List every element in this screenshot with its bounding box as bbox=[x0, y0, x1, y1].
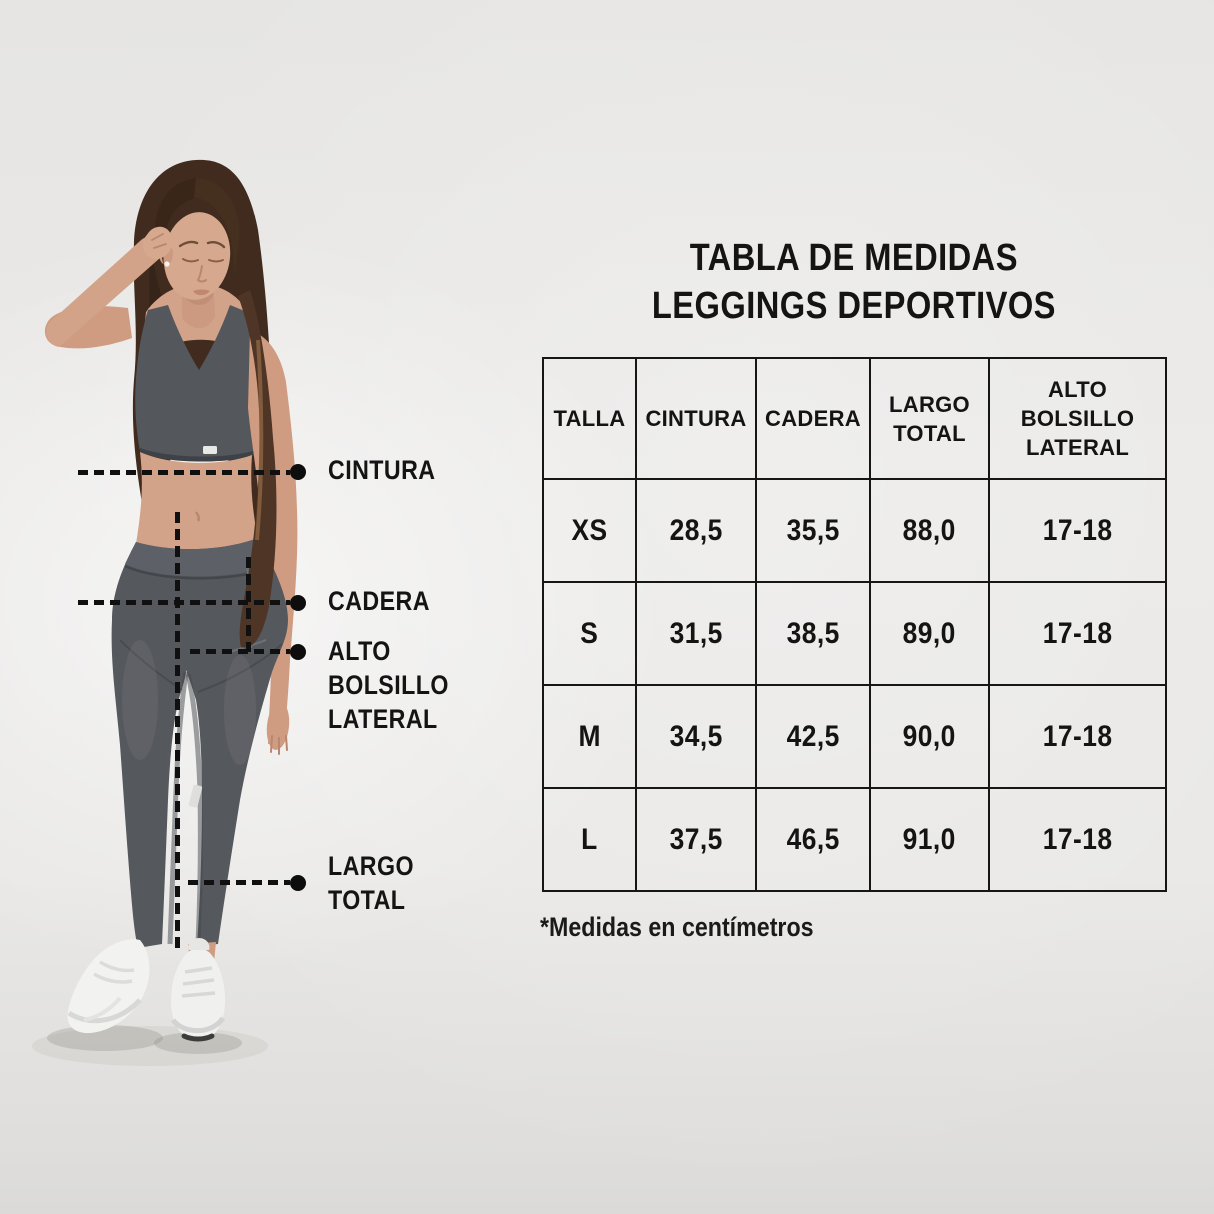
cintura-line bbox=[78, 470, 290, 475]
header-alto-bolsillo: ALTO BOLSILLO LATERAL bbox=[988, 357, 1167, 480]
alto-bolsillo-label: ALTO BOLSILLO LATERAL bbox=[328, 636, 449, 734]
hair-highlight bbox=[255, 339, 264, 541]
cadera-label: CADERA bbox=[328, 586, 430, 616]
cell-size: XS bbox=[542, 478, 637, 583]
cell-value: 37,5 bbox=[635, 787, 757, 892]
cintura-dot bbox=[290, 464, 306, 480]
leggings-waistband bbox=[125, 538, 272, 577]
header-cintura: CINTURA bbox=[635, 357, 757, 480]
cell-value: 17-18 bbox=[988, 581, 1167, 686]
largo-total-label: LARGO TOTAL bbox=[328, 851, 414, 915]
cell-value: 89,0 bbox=[869, 581, 990, 686]
size-table: TALLA CINTURA CADERA LARGO TOTAL ALTO BO… bbox=[542, 357, 1167, 892]
alto-bolsillo-dot bbox=[290, 644, 306, 660]
cell-value: 31,5 bbox=[635, 581, 757, 686]
hair-strand-front bbox=[238, 290, 277, 648]
page-title: TABLA DE MEDIDAS LEGGINGS DEPORTIVOS bbox=[651, 237, 1056, 327]
alto-bolsillo-line bbox=[190, 649, 290, 654]
cell-value: 28,5 bbox=[635, 478, 757, 583]
header-cadera: CADERA bbox=[755, 357, 871, 480]
earring bbox=[164, 261, 170, 267]
cell-value: 42,5 bbox=[755, 684, 871, 789]
largo-total-dot bbox=[290, 875, 306, 891]
cell-value: 17-18 bbox=[988, 787, 1167, 892]
bra-hem bbox=[140, 448, 256, 462]
cell-size: L bbox=[542, 787, 637, 892]
table-header-row: TALLA CINTURA CADERA LARGO TOTAL ALTO BO… bbox=[542, 357, 1167, 480]
table-row-xs: XS 28,5 35,5 88,0 17-18 bbox=[542, 478, 1167, 583]
header-largo-total: LARGO TOTAL bbox=[869, 357, 990, 480]
cell-value: 38,5 bbox=[755, 581, 871, 686]
hair-front-left bbox=[155, 178, 199, 266]
midriff-skin bbox=[136, 452, 258, 552]
cell-value: 88,0 bbox=[869, 478, 990, 583]
cell-value: 17-18 bbox=[988, 684, 1167, 789]
table-row-m: M 34,5 42,5 90,0 17-18 bbox=[542, 684, 1167, 789]
cell-size: M bbox=[542, 684, 637, 789]
cell-value: 91,0 bbox=[869, 787, 990, 892]
leggings-brand-label bbox=[188, 784, 203, 808]
left-shoe bbox=[67, 939, 150, 1034]
table-row-l: L 37,5 46,5 91,0 17-18 bbox=[542, 787, 1167, 892]
largo-total-line bbox=[188, 880, 290, 885]
sports-bra bbox=[135, 305, 263, 460]
bra-brand-label bbox=[203, 446, 217, 454]
header-talla: TALLA bbox=[542, 357, 637, 480]
cadera-dot bbox=[290, 595, 306, 611]
cell-value: 34,5 bbox=[635, 684, 757, 789]
units-footnote: *Medidas en centímetros bbox=[540, 912, 814, 942]
largo-total-vertical-line bbox=[175, 512, 180, 948]
cell-value: 17-18 bbox=[988, 478, 1167, 583]
raised-arm bbox=[44, 226, 173, 349]
table-row-s: S 31,5 38,5 89,0 17-18 bbox=[542, 581, 1167, 686]
cell-size: S bbox=[542, 581, 637, 686]
cintura-label: CINTURA bbox=[328, 455, 436, 485]
cell-value: 90,0 bbox=[869, 684, 990, 789]
cadera-line bbox=[78, 600, 290, 605]
cell-value: 46,5 bbox=[755, 787, 871, 892]
floor-shadow bbox=[32, 1025, 268, 1066]
navel bbox=[195, 511, 201, 522]
right-shoe bbox=[170, 938, 226, 1042]
bolsillo-vertical-line bbox=[246, 557, 251, 652]
hair-front-right bbox=[194, 178, 240, 280]
cell-value: 35,5 bbox=[755, 478, 871, 583]
